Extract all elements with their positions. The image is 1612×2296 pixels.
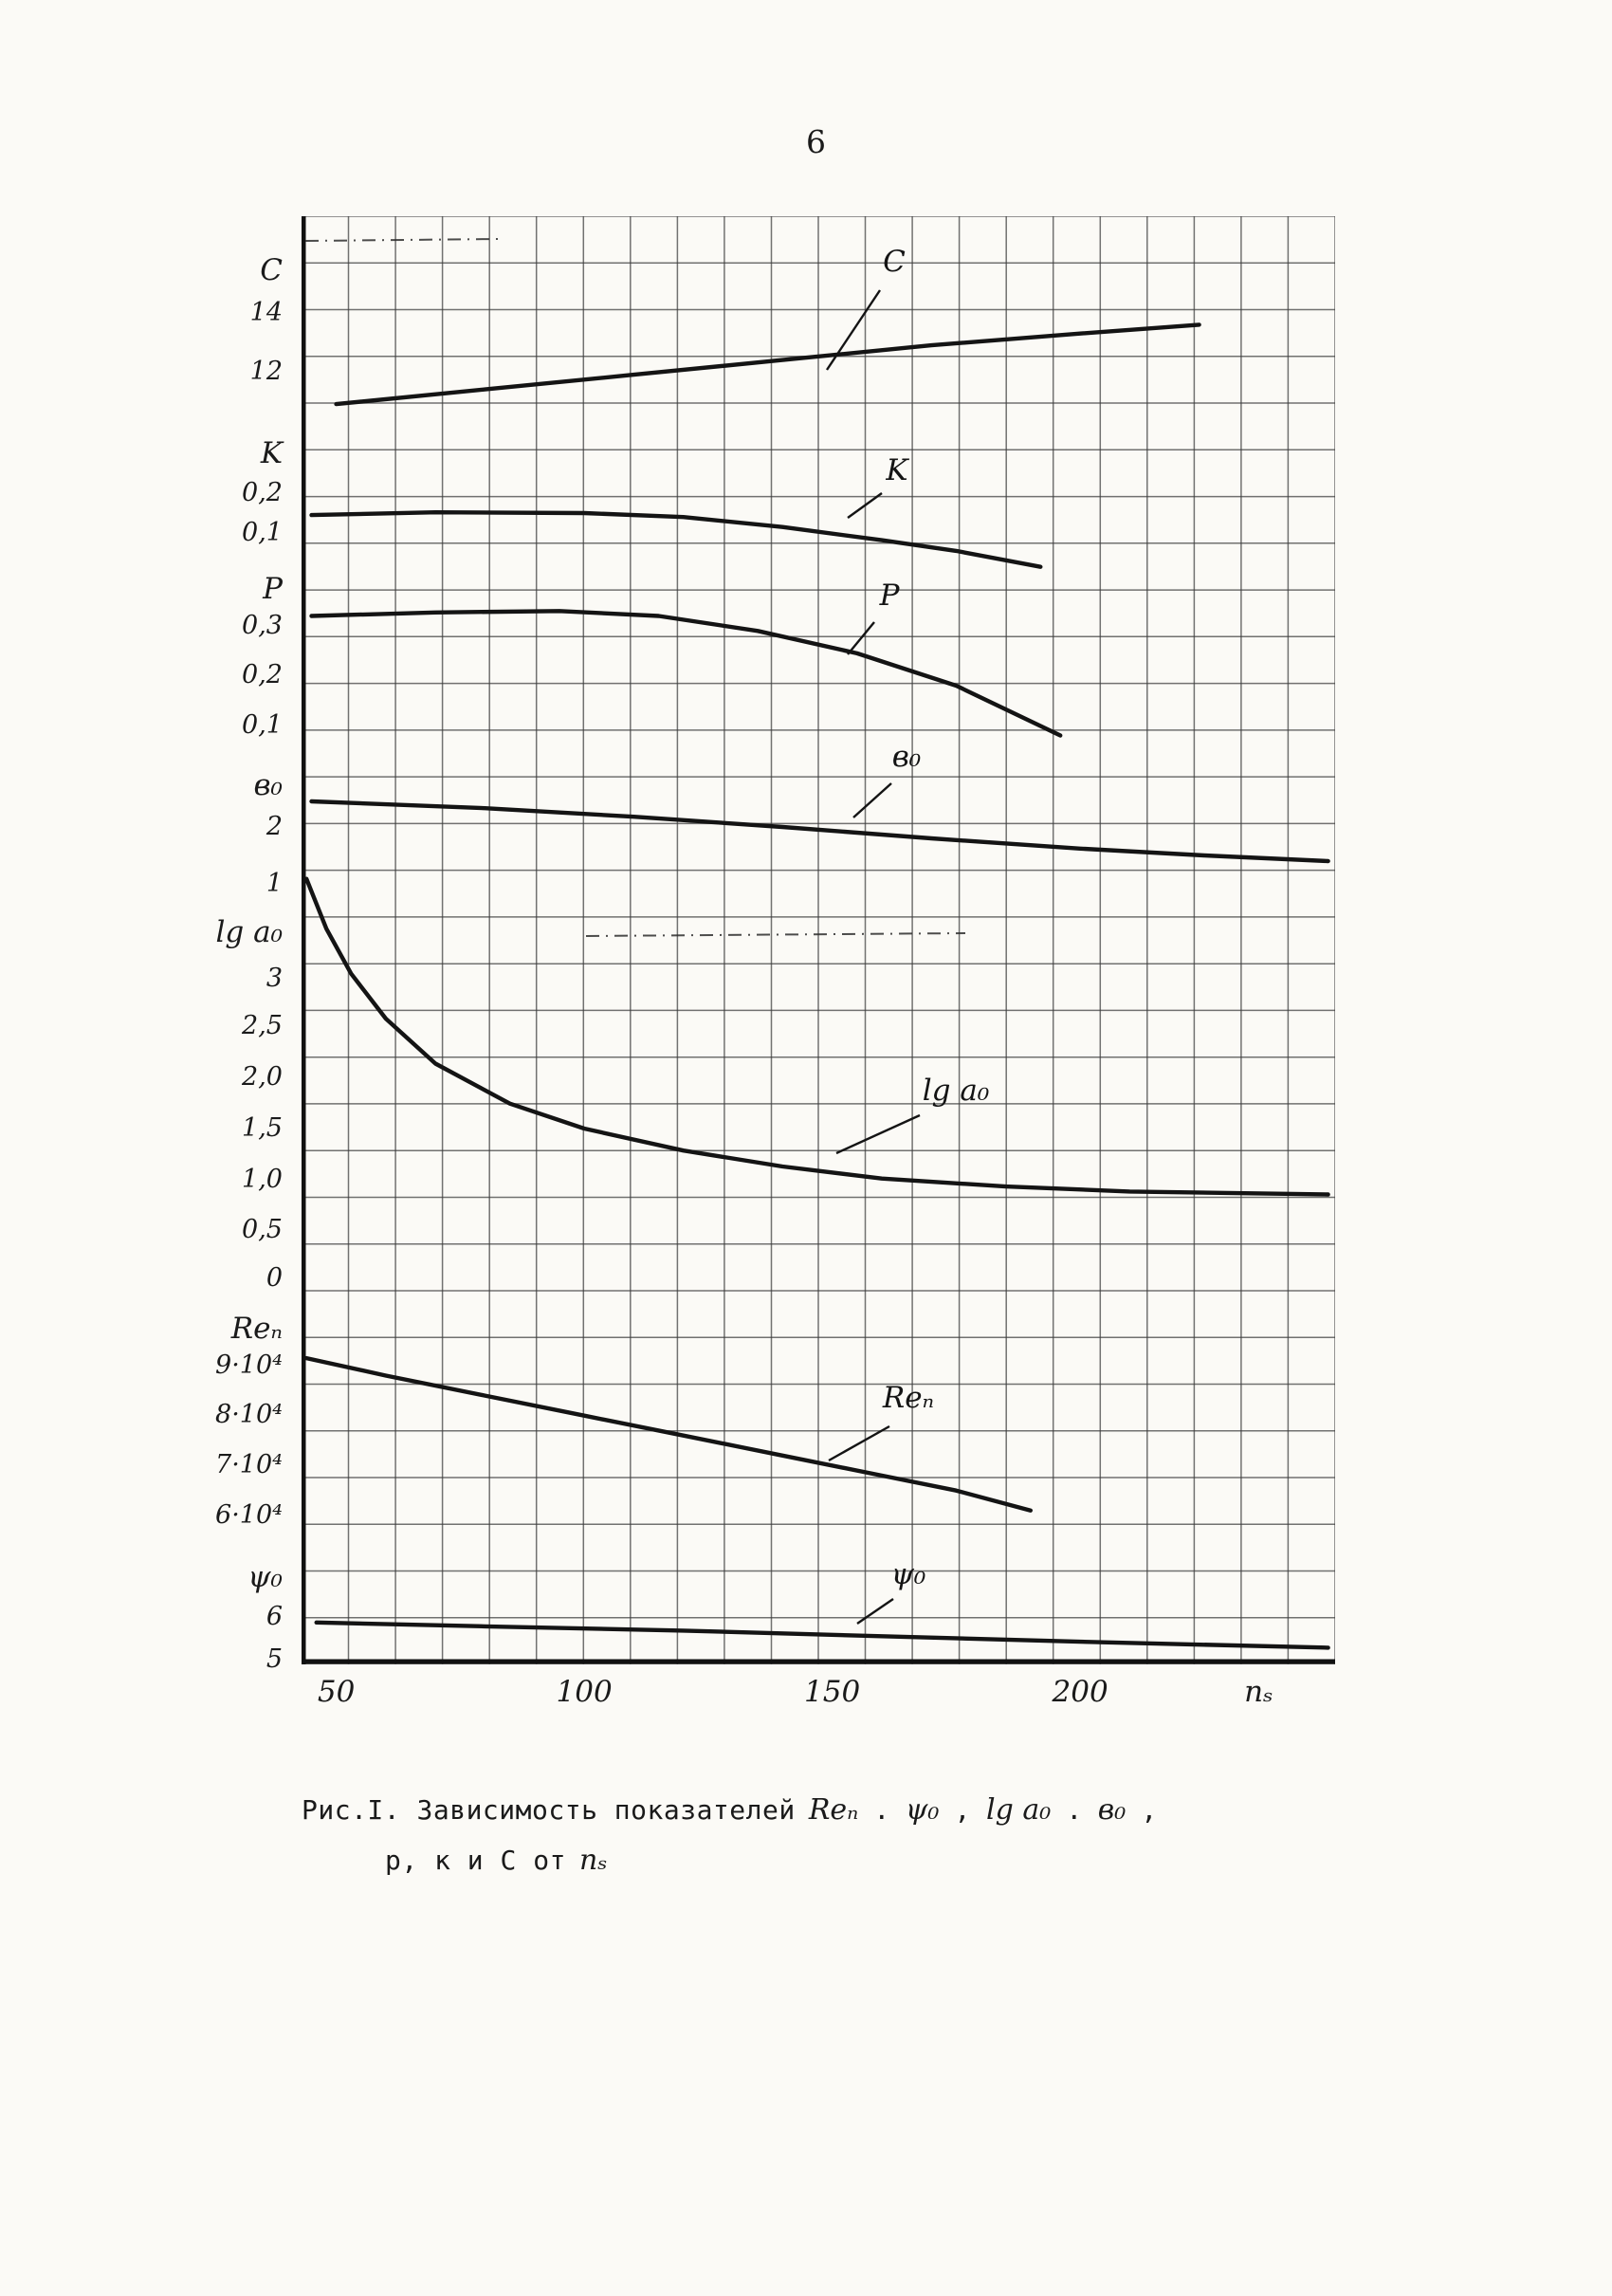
curve-label-Ren: Reₙ bbox=[882, 1381, 934, 1415]
y-axis-tick-label: 2,5 bbox=[242, 1011, 283, 1040]
x-axis-title: nₛ bbox=[1244, 1675, 1273, 1709]
figure-caption: Рис.I. Зависимость показателей Reₙ . ψ₀ … bbox=[302, 1789, 1326, 1882]
y-axis-var-label: lg a₀ bbox=[215, 915, 283, 949]
x-axis-tick-label: 150 bbox=[804, 1675, 861, 1709]
curve-label-leader-C bbox=[826, 289, 881, 371]
y-axis-tick-label: 8·10⁴ bbox=[215, 1400, 283, 1429]
y-axis-var-label: C bbox=[260, 253, 283, 287]
curve-label-leader-Ren bbox=[828, 1424, 890, 1462]
curve-label-leader-psi0 bbox=[856, 1598, 894, 1625]
y-axis-tick-label: 12 bbox=[249, 357, 283, 386]
curve-label-b0: в₀ bbox=[892, 740, 922, 774]
y-axis-tick-label: 9·10⁴ bbox=[215, 1350, 283, 1380]
caption-text-1: Рис.I. Зависимость показателей bbox=[302, 1794, 796, 1826]
y-axis-var-label: Reₙ bbox=[230, 1312, 283, 1346]
y-axis-tick-label: 0,3 bbox=[242, 611, 283, 640]
y-axis-tick-label: 14 bbox=[249, 298, 283, 327]
curve-label-leader-K bbox=[847, 492, 883, 519]
y-axis-var-label: P bbox=[263, 572, 283, 606]
curve-label-P: P bbox=[879, 579, 901, 613]
caption-text-2: р, к и С от bbox=[385, 1845, 566, 1876]
y-axis-tick-label: 1 bbox=[266, 869, 283, 898]
curve-label-leader-b0 bbox=[852, 782, 892, 818]
plot-svg: C K Pв₀ lg a₀ Reₙ ψ₀ bbox=[302, 216, 1335, 1664]
y-axis-tick-label: 0,1 bbox=[242, 710, 283, 740]
y-axis-tick-label: 6 bbox=[266, 1602, 283, 1631]
y-axis-tick-label: 2 bbox=[266, 812, 283, 841]
curve-lga0 bbox=[304, 876, 1330, 1197]
y-axis-tick-label: 3 bbox=[266, 964, 283, 993]
curve-Ren bbox=[304, 1355, 1033, 1513]
curve-psi0 bbox=[314, 1620, 1330, 1650]
caption-sep-1: . bbox=[873, 1794, 890, 1826]
dash-guide bbox=[304, 238, 500, 242]
caption-sep-3: . bbox=[1066, 1794, 1083, 1826]
y-axis-labels: C 14 12 K 0,2 0,1 P 0,3 0,2 0,1 в₀ 2 1 lg a₀ 3 2,5 2,0 1,… bbox=[0, 0, 290, 1707]
x-axis-labels: 50 100 150 200 nₛ bbox=[0, 1675, 1612, 1726]
caption-symbol-b0: в₀ bbox=[1097, 1793, 1127, 1827]
y-axis-tick-label: 5 bbox=[266, 1644, 283, 1674]
y-axis-tick-label: 6·10⁴ bbox=[215, 1500, 283, 1530]
curve-label-lga0: lg a₀ bbox=[923, 1074, 990, 1108]
y-axis-var-label: ψ₀ bbox=[247, 1560, 283, 1594]
caption-symbol-ns: nₛ bbox=[579, 1844, 608, 1877]
caption-line-2: р, к и С от nₛ bbox=[385, 1839, 1326, 1882]
curve-label-leader-lga0 bbox=[835, 1113, 921, 1155]
caption-line-1: Рис.I. Зависимость показателей Reₙ . ψ₀ … bbox=[302, 1789, 1326, 1831]
caption-symbol-lga0: lg a₀ bbox=[985, 1793, 1052, 1827]
curve-label-psi0: ψ₀ bbox=[891, 1557, 926, 1591]
y-axis-tick-label: 0 bbox=[266, 1263, 283, 1293]
caption-sep-4: , bbox=[1141, 1794, 1158, 1826]
y-axis-tick-label: 2,0 bbox=[242, 1062, 283, 1092]
y-axis-var-label: K bbox=[260, 436, 283, 470]
y-axis-tick-label: 0,1 bbox=[242, 518, 283, 547]
curve-K bbox=[309, 510, 1043, 569]
x-axis-tick-label: 100 bbox=[556, 1675, 613, 1709]
dash-guide bbox=[585, 932, 966, 937]
curve-label-leader-P bbox=[847, 621, 875, 655]
curve-C bbox=[334, 322, 1201, 407]
curve-label-C: C bbox=[883, 245, 906, 279]
x-axis-tick-label: 200 bbox=[1052, 1675, 1108, 1709]
caption-symbol-ren: Reₙ bbox=[808, 1793, 859, 1827]
y-axis-tick-label: 0,2 bbox=[242, 478, 283, 507]
caption-sep-2: , bbox=[954, 1794, 971, 1826]
y-axis-tick-label: 1,0 bbox=[242, 1165, 283, 1194]
x-axis-tick-label: 50 bbox=[317, 1675, 356, 1709]
y-axis-tick-label: 7·10⁴ bbox=[215, 1450, 283, 1479]
y-axis-var-label: в₀ bbox=[253, 768, 283, 802]
y-axis-tick-label: 0,5 bbox=[242, 1215, 283, 1244]
page-number: 6 bbox=[806, 123, 826, 160]
y-axis-tick-label: 0,2 bbox=[242, 660, 283, 689]
curve-b0 bbox=[309, 799, 1330, 864]
curve-label-K: K bbox=[885, 453, 909, 487]
y-axis-tick-label: 1,5 bbox=[242, 1113, 283, 1143]
curve-P bbox=[309, 609, 1063, 738]
caption-symbol-psi0: ψ₀ bbox=[905, 1793, 940, 1827]
